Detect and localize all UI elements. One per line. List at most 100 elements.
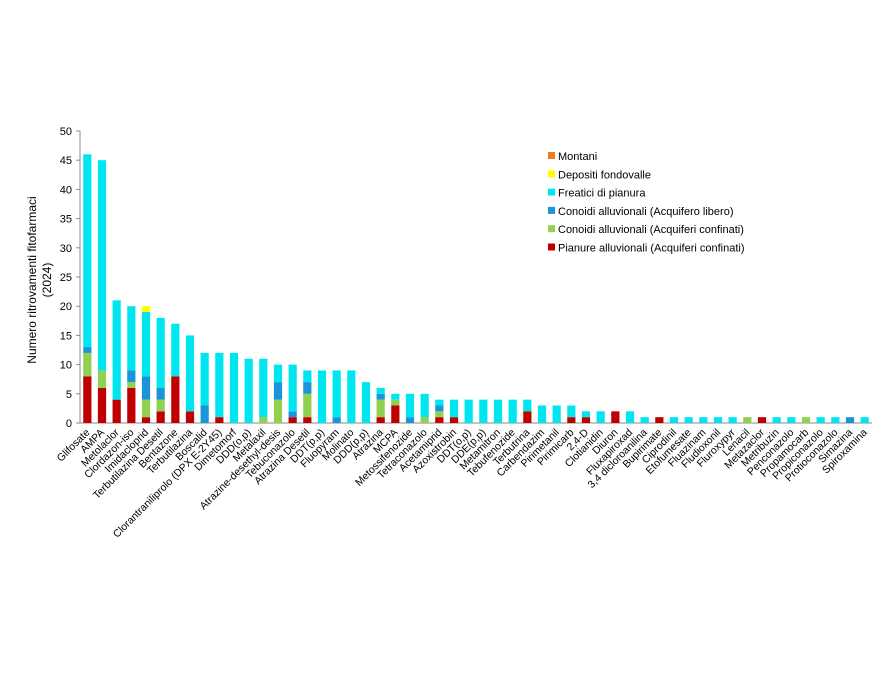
y-tick-label: 25	[60, 272, 72, 284]
bar-segment	[449, 417, 459, 423]
bar-segment	[523, 411, 532, 423]
bar-segment	[171, 323, 180, 377]
bar-segment	[97, 160, 107, 371]
bar-segment	[156, 317, 165, 388]
bar-segment	[156, 399, 165, 412]
bar-segment	[611, 411, 620, 423]
bar-segment	[376, 417, 385, 423]
bar-segment	[347, 370, 356, 423]
bar-segment	[435, 399, 444, 406]
bar-segment	[376, 387, 385, 394]
legend-label: Conoidi alluvionali (Acquiferi confinati…	[558, 224, 744, 236]
bar-segment	[625, 411, 635, 423]
bar-segment	[288, 411, 297, 418]
bar-segment	[171, 376, 180, 423]
bar-segment	[728, 417, 737, 423]
bar-segment	[303, 393, 312, 418]
bar-segment	[684, 417, 693, 423]
bar-segment	[259, 417, 268, 423]
y-tick-label: 45	[60, 155, 72, 167]
y-axis-label: Numero ritrovamenti fitofarmaci (2024)	[25, 196, 54, 364]
bar-segment	[743, 417, 752, 423]
bar-segment	[405, 393, 415, 418]
bar-segment	[391, 405, 400, 423]
bar-segment	[215, 352, 224, 418]
bar-segment	[83, 376, 92, 423]
bar-segment	[435, 411, 444, 418]
bar-segment	[581, 417, 591, 423]
legend-swatch	[548, 152, 555, 159]
bar-segment	[772, 417, 781, 423]
legend-swatch	[548, 243, 555, 251]
bar-segment	[816, 417, 825, 423]
bar-segment	[273, 364, 283, 383]
legend-swatch	[548, 206, 555, 214]
bar-segment	[669, 417, 679, 423]
bar-segment	[288, 417, 297, 423]
bar-segment	[552, 405, 561, 423]
bar-segment	[435, 405, 444, 412]
bar-segment	[156, 411, 165, 423]
bar-segment	[845, 417, 855, 423]
y-tick-label: 40	[60, 184, 72, 196]
bar-segment	[141, 399, 151, 418]
legend-label: Depositi fondovalle	[558, 169, 651, 181]
bar-segment	[596, 411, 605, 423]
bar-segment	[391, 393, 400, 400]
bar-segment	[141, 417, 151, 423]
bar-segment	[464, 399, 473, 423]
bar-segment	[83, 352, 92, 377]
bar-segment	[83, 154, 92, 348]
bar-segment	[332, 417, 341, 423]
y-tick-label: 5	[66, 389, 72, 401]
bar-segment	[141, 312, 151, 377]
bar-segment	[713, 417, 723, 423]
bar-segment	[127, 382, 136, 388]
bar-segment	[699, 417, 708, 423]
bar-segment	[567, 405, 576, 418]
bar-segment	[420, 417, 429, 423]
bar-segment	[156, 387, 165, 400]
bar-segment	[420, 393, 429, 418]
bar-segment	[229, 352, 239, 423]
bar-segment	[127, 387, 136, 423]
bar-segment	[655, 417, 664, 423]
bar-segment	[244, 358, 253, 423]
bar-segment	[523, 399, 532, 412]
bar-segment	[215, 417, 224, 423]
bar-segment	[200, 352, 209, 406]
bar-segment	[141, 306, 151, 313]
y-tick-label: 30	[60, 243, 72, 255]
legend-swatch	[548, 225, 555, 233]
bar-segment	[127, 306, 136, 371]
bar-segment	[303, 382, 312, 394]
bar-segment	[112, 399, 121, 423]
bar-segment	[405, 417, 415, 423]
bar-segment	[479, 399, 488, 423]
bar-segment	[303, 417, 312, 423]
bar-segment	[435, 417, 444, 423]
bar-segment	[801, 417, 811, 423]
legend-label: Montani	[558, 151, 597, 163]
bar-segment	[449, 399, 459, 418]
bar-segment	[831, 417, 840, 423]
bar-segment	[332, 370, 341, 418]
legend-swatch	[548, 188, 555, 196]
bar-segment	[493, 399, 503, 423]
legend-swatch	[548, 170, 555, 178]
bar-segment	[508, 399, 517, 423]
bar-segment	[97, 370, 107, 388]
bar-segment	[376, 399, 385, 418]
bar-segment	[83, 347, 92, 353]
bar-segment	[200, 405, 209, 423]
bar-segment	[757, 417, 767, 423]
bar-segment	[127, 370, 136, 383]
bar-segment	[640, 417, 649, 423]
legend-label: Pianure alluvionali (Acquiferi confinati…	[558, 243, 744, 255]
y-tick-label: 15	[60, 330, 72, 342]
bar-segment	[259, 358, 268, 418]
bar-segment	[567, 417, 576, 423]
bar-segment	[273, 382, 283, 400]
y-tick-label: 50	[60, 126, 72, 138]
